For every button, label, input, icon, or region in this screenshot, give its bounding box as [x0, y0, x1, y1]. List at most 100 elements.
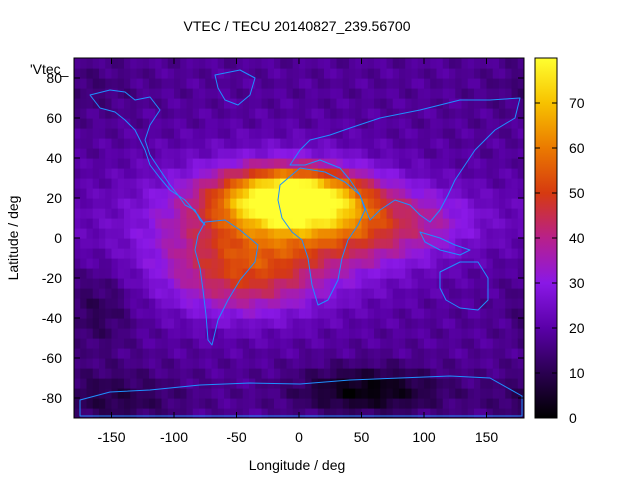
heatmap-cell: [330, 328, 338, 339]
heatmap-cell: [405, 208, 413, 219]
heatmap-cell: [461, 218, 469, 229]
heatmap-cell: [99, 288, 106, 299]
heatmap-cell: [274, 238, 281, 249]
heatmap-cell: [167, 168, 175, 179]
heatmap-cell: [261, 348, 269, 359]
heatmap-cell: [467, 208, 475, 219]
y-tick-label: 0: [54, 230, 62, 246]
heatmap-cell: [180, 318, 188, 329]
heatmap-cell: [292, 358, 300, 369]
heatmap-cell: [105, 348, 113, 359]
heatmap-cell: [336, 138, 344, 149]
heatmap-cell: [436, 218, 444, 229]
heatmap-cell: [180, 178, 188, 189]
heatmap-cell: [317, 268, 325, 279]
heatmap-cell: [155, 188, 163, 199]
heatmap-cell: [199, 338, 206, 349]
heatmap-cell: [136, 98, 144, 109]
heatmap-cell: [424, 268, 431, 279]
heatmap-cell: [380, 178, 388, 189]
heatmap-cell: [167, 148, 175, 159]
heatmap-cell: [261, 268, 269, 279]
heatmap-cell: [261, 408, 269, 418]
heatmap-cell: [330, 278, 338, 289]
heatmap-cell: [180, 248, 188, 259]
heatmap-cell: [105, 218, 113, 229]
heatmap-cell: [267, 238, 275, 249]
heatmap-cell: [380, 318, 388, 329]
heatmap-cell: [355, 128, 363, 139]
heatmap-cell: [467, 328, 475, 339]
heatmap-cell: [199, 238, 206, 249]
heatmap-cell: [480, 278, 488, 289]
y-tick-label: 80: [46, 70, 62, 86]
heatmap-cell: [186, 348, 194, 359]
heatmap-cell: [330, 268, 338, 279]
heatmap-cell: [317, 198, 325, 209]
heatmap-cell: [480, 318, 488, 329]
heatmap-cell: [242, 308, 250, 319]
heatmap-cell: [430, 268, 438, 279]
heatmap-cell: [436, 368, 444, 379]
heatmap-cell: [224, 358, 231, 369]
heatmap-cell: [224, 388, 231, 399]
heatmap-cell: [136, 208, 144, 219]
heatmap-cell: [511, 268, 519, 279]
heatmap-cell: [80, 408, 88, 418]
heatmap-cell: [417, 408, 425, 418]
heatmap-cell: [474, 188, 481, 199]
heatmap-cell: [167, 328, 175, 339]
heatmap-cell: [80, 358, 88, 369]
heatmap-cell: [405, 288, 413, 299]
heatmap-cell: [136, 148, 144, 159]
heatmap-cell: [474, 268, 481, 279]
heatmap-cell: [405, 168, 413, 179]
heatmap-cell: [224, 258, 231, 269]
heatmap-cell: [74, 248, 81, 259]
heatmap-cell: [311, 58, 319, 69]
heatmap-cell: [199, 318, 206, 329]
heatmap-cell: [317, 378, 325, 389]
heatmap-cell: [392, 58, 400, 69]
heatmap-cell: [411, 58, 419, 69]
heatmap-cell: [99, 328, 106, 339]
heatmap-cell: [436, 308, 444, 319]
heatmap-cell: [330, 368, 338, 379]
heatmap-cell: [205, 278, 213, 289]
heatmap-cell: [461, 318, 469, 329]
heatmap-cell: [317, 368, 325, 379]
heatmap-cell: [430, 388, 438, 399]
heatmap-cell: [474, 258, 481, 269]
heatmap-cell: [242, 408, 250, 418]
colorbar-tick-label: 40: [569, 230, 585, 246]
heatmap-cell: [299, 98, 306, 109]
heatmap-cell: [217, 258, 225, 269]
colorbar-tick-label: 50: [569, 185, 585, 201]
heatmap-cell: [211, 88, 219, 99]
heatmap-cell: [436, 298, 444, 309]
heatmap-cell: [236, 348, 244, 359]
heatmap-cell: [492, 188, 500, 199]
heatmap-cell: [355, 58, 363, 69]
heatmap-cell: [224, 138, 231, 149]
heatmap-cell: [311, 158, 319, 169]
heatmap-cell: [361, 78, 369, 89]
heatmap-cell: [324, 98, 331, 109]
heatmap-cell: [192, 78, 200, 89]
heatmap-cell: [167, 348, 175, 359]
heatmap-cell: [330, 408, 338, 418]
chart-title: VTEC / TECU 20140827_239.56700: [183, 18, 410, 34]
heatmap-cell: [317, 208, 325, 219]
heatmap-cell: [167, 188, 175, 199]
heatmap-cell: [149, 118, 156, 129]
heatmap-cell: [299, 328, 306, 339]
heatmap-cell: [411, 288, 419, 299]
heatmap-cell: [474, 318, 481, 329]
heatmap-cell: [324, 58, 331, 69]
heatmap-cell: [486, 118, 494, 129]
heatmap-cell: [286, 118, 294, 129]
heatmap-cell: [174, 208, 181, 219]
heatmap-cell: [411, 128, 419, 139]
heatmap-cell: [517, 178, 524, 189]
heatmap-cell: [261, 58, 269, 69]
